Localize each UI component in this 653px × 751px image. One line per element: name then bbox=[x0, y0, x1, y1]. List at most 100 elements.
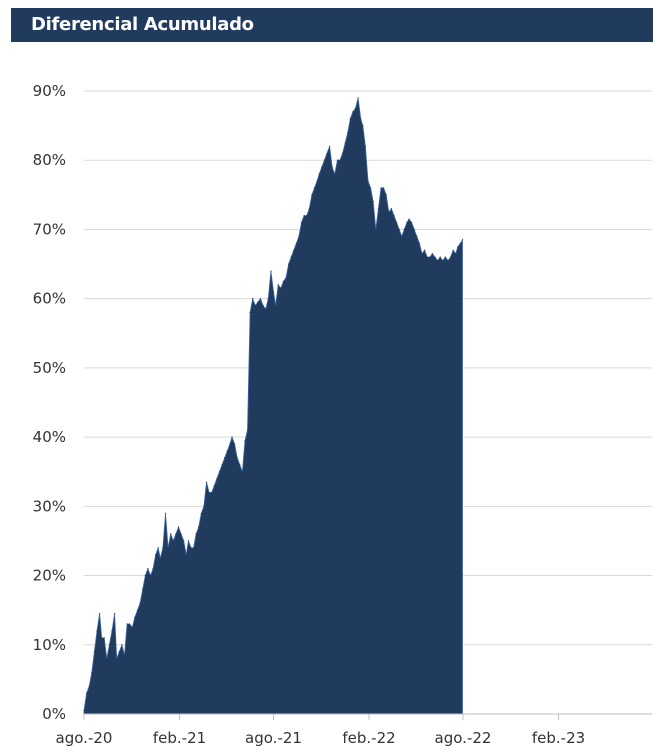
data-point bbox=[308, 208, 310, 210]
data-point bbox=[459, 242, 461, 244]
data-point bbox=[177, 526, 180, 528]
data-point bbox=[455, 253, 457, 255]
data-point bbox=[457, 246, 459, 248]
data-point bbox=[434, 256, 436, 258]
data-point bbox=[352, 111, 354, 113]
data-point bbox=[187, 540, 189, 542]
data-point bbox=[114, 613, 116, 615]
data-point bbox=[218, 471, 221, 473]
data-point bbox=[293, 249, 295, 251]
y-tick-label: 70% bbox=[33, 220, 66, 238]
data-point bbox=[339, 159, 341, 161]
data-point bbox=[267, 298, 269, 300]
data-point bbox=[313, 187, 316, 189]
data-point bbox=[208, 491, 210, 494]
data-point bbox=[311, 194, 313, 196]
data-point bbox=[221, 464, 223, 466]
data-point bbox=[396, 221, 398, 224]
y-tick-label: 40% bbox=[33, 428, 66, 446]
y-tick-label: 60% bbox=[33, 290, 66, 308]
data-point bbox=[88, 685, 90, 687]
data-point bbox=[262, 305, 264, 307]
data-point bbox=[96, 630, 98, 632]
y-tick-label: 90% bbox=[33, 82, 66, 100]
data-point bbox=[149, 575, 152, 577]
data-point bbox=[136, 609, 139, 611]
data-point bbox=[172, 540, 174, 542]
data-point bbox=[372, 201, 374, 203]
data-point bbox=[259, 298, 262, 300]
data-point bbox=[444, 256, 446, 258]
data-point bbox=[426, 256, 428, 258]
area-series bbox=[83, 97, 463, 715]
data-point bbox=[383, 187, 385, 189]
chart-title-bar: Diferencial Acumulado bbox=[11, 8, 653, 42]
data-point bbox=[131, 626, 133, 629]
data-point bbox=[224, 457, 226, 459]
data-point bbox=[334, 173, 336, 175]
data-point bbox=[193, 547, 195, 549]
data-point bbox=[162, 547, 164, 549]
data-point bbox=[211, 491, 213, 494]
data-point bbox=[147, 568, 149, 570]
data-point bbox=[175, 533, 177, 535]
data-point bbox=[126, 623, 128, 625]
data-point bbox=[229, 443, 231, 445]
data-point bbox=[295, 242, 297, 244]
data-point bbox=[403, 228, 405, 230]
data-point bbox=[236, 457, 238, 459]
data-point bbox=[213, 485, 215, 487]
x-tick-label: ago.-22 bbox=[435, 729, 492, 747]
data-point bbox=[252, 298, 254, 300]
data-point bbox=[408, 218, 410, 220]
data-point bbox=[364, 145, 366, 147]
data-point bbox=[275, 305, 277, 307]
data-point bbox=[159, 557, 161, 559]
data-point bbox=[336, 159, 338, 161]
y-tick-label: 0% bbox=[42, 705, 66, 723]
data-point bbox=[203, 505, 205, 507]
x-tick-label: feb.-23 bbox=[532, 729, 585, 747]
data-point bbox=[121, 644, 123, 646]
data-point bbox=[226, 450, 228, 452]
data-point bbox=[421, 253, 423, 255]
data-point bbox=[288, 263, 290, 265]
data-point bbox=[254, 305, 256, 307]
data-point bbox=[272, 291, 275, 293]
data-point bbox=[246, 429, 249, 431]
data-point bbox=[393, 215, 395, 217]
y-tick-label: 10% bbox=[33, 636, 66, 654]
data-point bbox=[205, 481, 208, 483]
data-point bbox=[303, 215, 305, 217]
chart-title: Diferencial Acumulado bbox=[31, 14, 254, 35]
x-tick-label: ago.-21 bbox=[245, 729, 302, 747]
data-point bbox=[103, 637, 105, 639]
data-point bbox=[111, 630, 113, 632]
data-point bbox=[406, 221, 408, 224]
data-point bbox=[316, 180, 318, 182]
data-point bbox=[344, 142, 346, 144]
y-tick-label: 50% bbox=[33, 359, 66, 377]
data-point bbox=[285, 277, 287, 279]
data-point bbox=[461, 239, 464, 241]
data-point bbox=[83, 709, 85, 712]
data-point bbox=[401, 235, 403, 237]
x-tick-label: feb.-21 bbox=[153, 729, 206, 747]
data-point bbox=[198, 526, 200, 528]
data-point bbox=[357, 97, 359, 99]
data-point bbox=[331, 166, 333, 168]
data-point bbox=[249, 311, 251, 314]
data-point bbox=[439, 256, 441, 258]
data-point bbox=[129, 623, 131, 625]
data-point bbox=[380, 187, 382, 189]
data-point bbox=[362, 125, 364, 127]
data-point bbox=[298, 235, 300, 237]
data-point bbox=[152, 568, 154, 570]
data-point bbox=[321, 166, 323, 168]
data-point bbox=[234, 443, 236, 445]
data-point bbox=[318, 173, 320, 175]
data-point bbox=[101, 637, 103, 639]
data-point bbox=[290, 256, 292, 258]
data-point bbox=[139, 602, 141, 604]
